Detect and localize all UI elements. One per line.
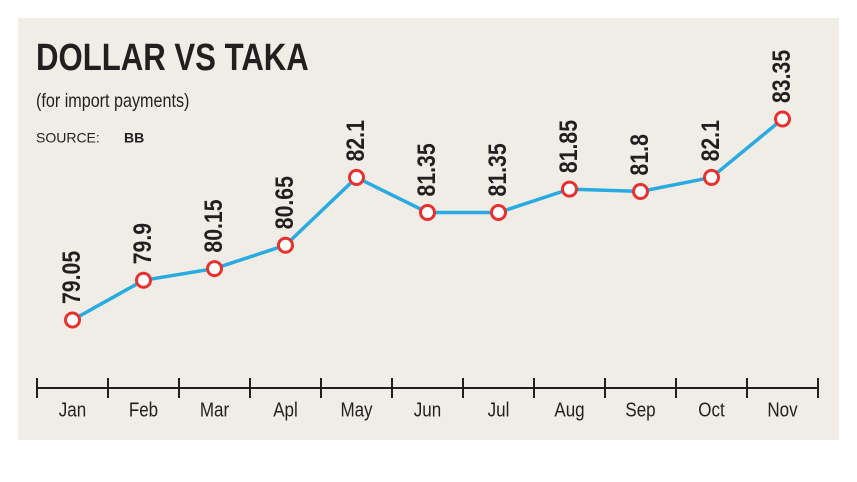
x-tick-label: Apl [273,398,298,421]
x-tick-label: May [340,398,373,421]
data-label: 82.1 [341,120,369,161]
data-label: 80.65 [270,176,298,229]
source: BB [124,130,144,146]
data-label: 81.8 [625,134,653,175]
marker [135,271,152,289]
data-label: 83.35 [767,50,795,103]
marker [561,180,578,198]
x-tick-label: Mar [200,398,229,421]
x-tick-label: Jul [488,398,510,421]
x-tick-label: Jan [59,398,86,421]
x-tick-label: Aug [554,398,584,421]
marker [774,110,791,128]
chart-subtitle: (for import payments) [36,90,189,112]
marker [64,311,81,329]
data-label: 79.9 [128,223,156,264]
marker [206,260,223,278]
data-label: 79.05 [57,251,85,304]
marker [348,168,365,186]
data-label: 81.85 [554,120,582,173]
marker [632,182,649,200]
data-label: 82.1 [696,120,724,161]
source-label: SOURCE: [36,130,100,146]
data-label: 81.35 [412,143,440,196]
marker [277,236,294,254]
marker [419,203,436,221]
x-tick-label: Oct [698,398,725,421]
chart-title: DOLLAR VS TAKA [36,37,309,79]
x-tick-label: Nov [767,398,798,421]
x-tick-label: Feb [129,398,158,421]
marker [703,168,720,186]
data-label: 81.35 [483,143,511,196]
marker [490,203,507,221]
data-label: 80.15 [199,199,227,252]
x-tick-label: Jun [414,398,441,421]
x-tick-label: Sep [625,398,655,421]
chart-background [18,18,839,440]
